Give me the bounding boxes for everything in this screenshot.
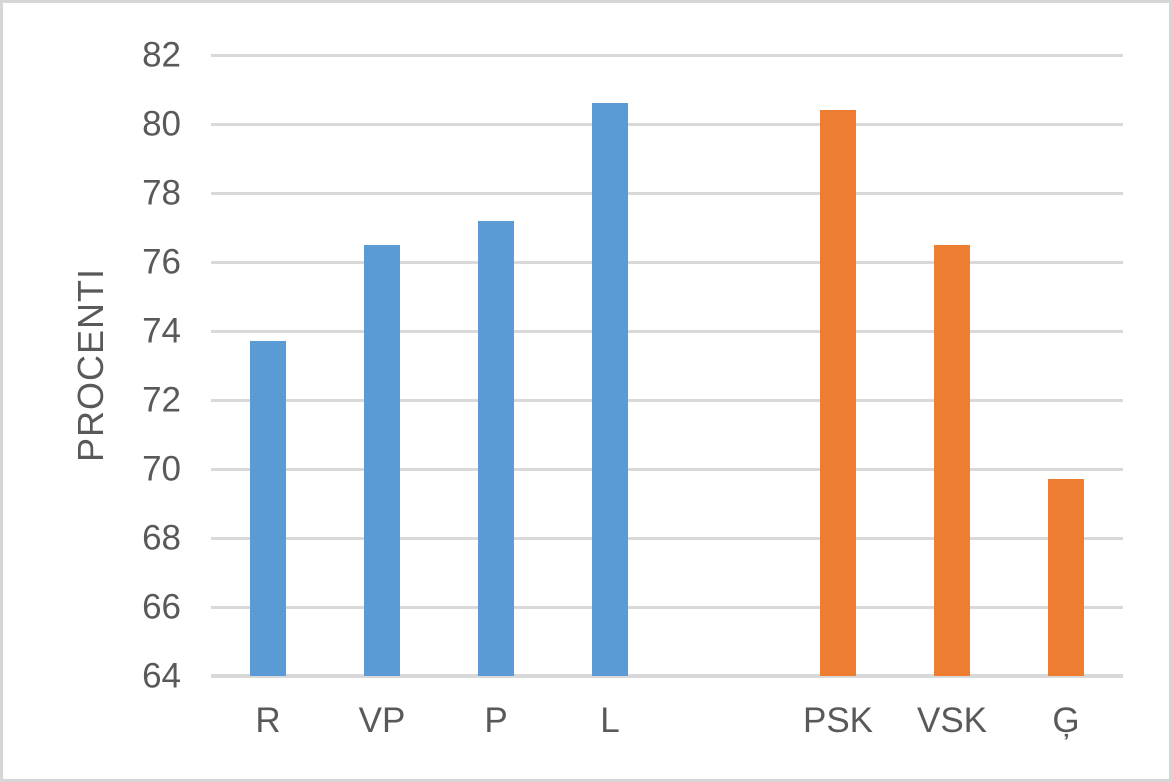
x-tick-label-VP: VP xyxy=(358,701,406,740)
gridline xyxy=(211,53,1123,57)
y-tick-label: 66 xyxy=(142,587,181,627)
gridline xyxy=(211,398,1123,402)
y-tick-label: 80 xyxy=(142,104,181,144)
x-tick-label-R: R xyxy=(255,701,281,740)
x-tick-label-PSK: PSK xyxy=(802,701,874,740)
bar-L xyxy=(592,103,628,676)
bar-R xyxy=(250,341,286,676)
gridline xyxy=(211,467,1123,471)
bar-PSK xyxy=(820,110,856,676)
y-tick-label: 64 xyxy=(142,656,181,696)
bar-VP xyxy=(364,244,400,676)
y-tick-label: 74 xyxy=(142,311,181,351)
bar-P xyxy=(478,220,514,676)
y-tick-label: 76 xyxy=(142,242,181,282)
x-tick-label-VSK: VSK xyxy=(916,701,988,740)
gridline xyxy=(211,329,1123,333)
x-tick-label-P: P xyxy=(484,701,508,740)
gridline xyxy=(211,122,1123,126)
bar-VSK xyxy=(934,244,970,676)
y-tick-label: 68 xyxy=(142,518,181,558)
x-axis-line xyxy=(211,674,1123,678)
y-tick-label: 78 xyxy=(142,173,181,213)
x-tick-label-L: L xyxy=(600,701,620,740)
x-tick-label-Ģ: Ģ xyxy=(1052,701,1080,740)
y-tick-label: 72 xyxy=(142,380,181,420)
gridline xyxy=(211,191,1123,195)
y-axis-title: PROCENTI xyxy=(70,267,111,463)
gridline xyxy=(211,260,1123,264)
gridline xyxy=(211,536,1123,540)
gridline xyxy=(211,605,1123,609)
bar-Ģ xyxy=(1048,479,1084,676)
y-tick-label: 82 xyxy=(142,35,181,75)
y-tick-label: 70 xyxy=(142,449,181,489)
